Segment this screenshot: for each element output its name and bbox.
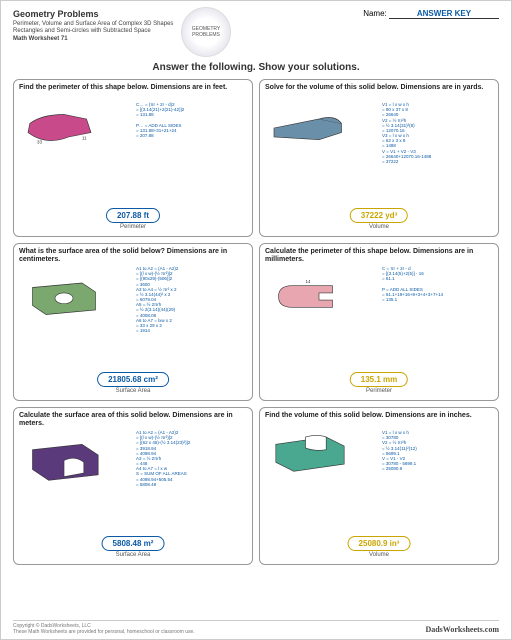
problem-cell: What is the surface area of the solid be… [13, 243, 253, 401]
answer-label: Perimeter [106, 224, 160, 230]
calculation-work: A1 to A2 = (A1 - A2)2 = [(l x w)-(½ πr²)… [136, 430, 246, 487]
answer-box: 207.88 ftPerimeter [106, 205, 160, 230]
svg-text:14: 14 [306, 279, 312, 284]
question-text: Solve for the volume of this solid below… [265, 84, 493, 92]
shape-diagram: 33 11 [19, 96, 109, 151]
question-text: Find the volume of this solid below. Dim… [265, 412, 493, 420]
problem-cell: Solve for the volume of this solid below… [259, 79, 499, 237]
worksheet-page: Geometry Problems Perimeter, Volume and … [0, 0, 512, 640]
brand: DadsWorksheets.com [425, 625, 499, 634]
title: Geometry Problems [13, 9, 173, 21]
answer-box: 25080.9 in³Volume [348, 533, 411, 558]
problem-cell: Find the volume of this solid below. Dim… [259, 407, 499, 565]
shape-diagram [265, 424, 355, 479]
calculation-work: A1 to A2 = (A1 - A2)2 = [(l x w)-(½ πr²)… [136, 266, 246, 333]
shape-diagram [19, 433, 109, 488]
answer-value: 37222 yd³ [350, 208, 408, 223]
question-text: Find the perimeter of this shape below. … [19, 84, 247, 92]
answer-box: 5808.48 m²Surface Area [102, 533, 165, 558]
question-text: Calculate the perimeter of this shape be… [265, 248, 493, 265]
question-text: What is the surface area of the solid be… [19, 248, 247, 265]
footer-left: Copyright © DadsWorksheets, LLC These Ma… [13, 623, 195, 635]
answer-value: 25080.9 in³ [348, 536, 411, 551]
question-text: Calculate the surface area of this solid… [19, 412, 247, 429]
svg-text:33: 33 [37, 140, 43, 145]
instruction: Answer the following. Show your solution… [13, 62, 499, 73]
answer-label: Volume [348, 552, 411, 558]
name-field: Name: ANSWER KEY [363, 9, 499, 19]
problem-grid: Find the perimeter of this shape below. … [13, 79, 499, 565]
answer-label: Surface Area [102, 552, 165, 558]
calculation-work: C = πr + 2r - d = [(3.14(5)+2(5)] - 16 =… [382, 266, 492, 302]
svg-text:11: 11 [82, 136, 87, 141]
name-label: Name: [363, 9, 387, 18]
answer-label: Perimeter [350, 388, 408, 394]
logo-badge: GEOMETRY PROBLEMS [181, 7, 231, 57]
answer-label: Volume [350, 224, 408, 230]
shape-diagram: 14 [265, 269, 355, 324]
answer-box: 21805.68 cm²Surface Area [97, 369, 169, 394]
shape-diagram [265, 96, 355, 151]
worksheet-num: Math Worksheet 71 [13, 36, 173, 44]
calculation-work: V1 = l x w x h = 30780 V2 = ½ πr²h = ½ 3… [382, 430, 492, 471]
calculation-work: C… = (πr + 2r - d)2 = [(3.14(21)+2(21)-4… [136, 102, 246, 138]
calculation-work: V1 = l x w x h = 90 x 37 x 8 = 26640 V2 … [382, 102, 492, 164]
problem-cell: Find the perimeter of this shape below. … [13, 79, 253, 237]
answer-box: 135.1 mmPerimeter [350, 369, 408, 394]
answer-label: Surface Area [97, 388, 169, 394]
answer-value: 135.1 mm [350, 372, 408, 387]
header-left: Geometry Problems Perimeter, Volume and … [13, 9, 173, 44]
footer: Copyright © DadsWorksheets, LLC These Ma… [13, 620, 499, 635]
answer-value: 5808.48 m² [102, 536, 165, 551]
subtitle-2: Rectangles and Semi-circles with Subtrac… [13, 28, 173, 36]
problem-cell: Calculate the surface area of this solid… [13, 407, 253, 565]
answer-value: 207.88 ft [106, 208, 160, 223]
subtitle-1: Perimeter, Volume and Surface Area of Co… [13, 21, 173, 29]
answer-value: 21805.68 cm² [97, 372, 169, 387]
shape-diagram [19, 269, 109, 324]
footer-note: These Math Worksheets are provided for p… [13, 629, 195, 635]
header: Geometry Problems Perimeter, Volume and … [13, 9, 499, 44]
answer-box: 37222 yd³Volume [350, 205, 408, 230]
problem-cell: Calculate the perimeter of this shape be… [259, 243, 499, 401]
answer-key-text: ANSWER KEY [389, 9, 499, 19]
